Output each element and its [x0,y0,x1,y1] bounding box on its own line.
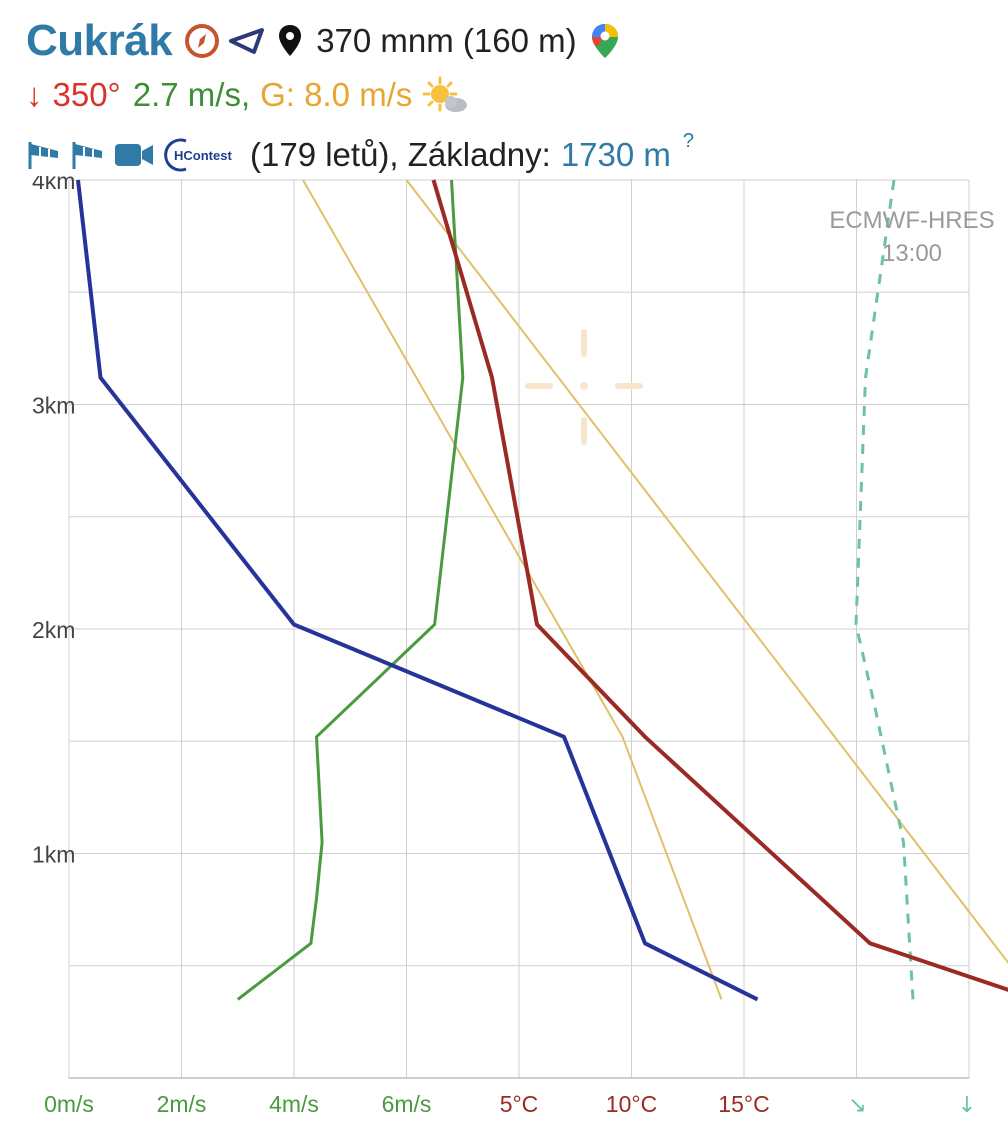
chart-grid [68,179,970,1079]
x-tick-label-wind: 2m/s [157,1091,207,1117]
time-label: 13:00 [882,240,942,267]
x-axis-labels: 0m/s 2m/s 4m/s 6m/s 5°C 10°C 15°C ↘ ↓ [44,1091,976,1118]
altitude-text: 370 mnm (160 m) [316,22,577,59]
video-camera-icon[interactable] [114,141,154,169]
x-tick-label-temperature: 10°C [606,1091,657,1117]
location-pin-icon[interactable] [278,24,302,58]
x-tick-label-temperature: 5°C [500,1091,539,1117]
sounding-chart: 1km 2km 3km 4km ECMWF-HRES 13:00 0m/s 2m/s 4m… [32,176,1008,1118]
y-tick-label: 4km [32,176,75,194]
wind-direction: 350° [52,76,121,113]
x-tick-label-wind: 6m/s [382,1091,432,1117]
adiabat-line [405,179,1008,964]
crosshair-icon [525,329,643,445]
hcontest-logo[interactable]: HContest [164,137,242,173]
weather-icon [422,76,470,114]
windsock-icon[interactable] [26,139,62,171]
wind-arrow: ↓ [26,76,43,113]
compass-icon[interactable] [184,23,220,59]
temperature-line [431,179,1008,992]
y-tick-label: 1km [32,842,75,868]
adiabat-line [302,179,723,1000]
google-maps-icon[interactable] [591,23,619,59]
base-value: 1730 m [560,136,671,173]
chart-series [76,179,1008,1002]
y-tick-label: 2km [32,617,75,643]
wind-direction-line [854,179,915,1000]
hcontest-logo-text: HContest [174,148,232,163]
y-axis-labels: 1km 2km 3km 4km [32,176,75,868]
flights-text: (179 letů), Základny: [250,136,551,173]
y-tick-label: 3km [32,393,75,419]
wind-line [236,179,465,1001]
dewpoint-line [76,179,759,1002]
windsock-icon[interactable] [70,139,106,171]
model-label: ECMWF-HRES [829,207,994,234]
x-tick-label-wind: 4m/s [269,1091,319,1117]
x-tick-label-direction: ↓ [958,1093,976,1118]
paraglider-icon[interactable] [228,26,266,56]
help-link[interactable]: ? [682,129,695,152]
site-title[interactable]: Cukrák [26,16,173,65]
x-tick-label-wind: 0m/s [44,1091,94,1117]
wind-speed: 2.7 m/s, [132,76,251,113]
gust-speed: G: 8.0 m/s [260,76,413,113]
x-tick-label-direction: ↘ [848,1093,866,1118]
x-tick-label-temperature: 15°C [718,1091,769,1117]
